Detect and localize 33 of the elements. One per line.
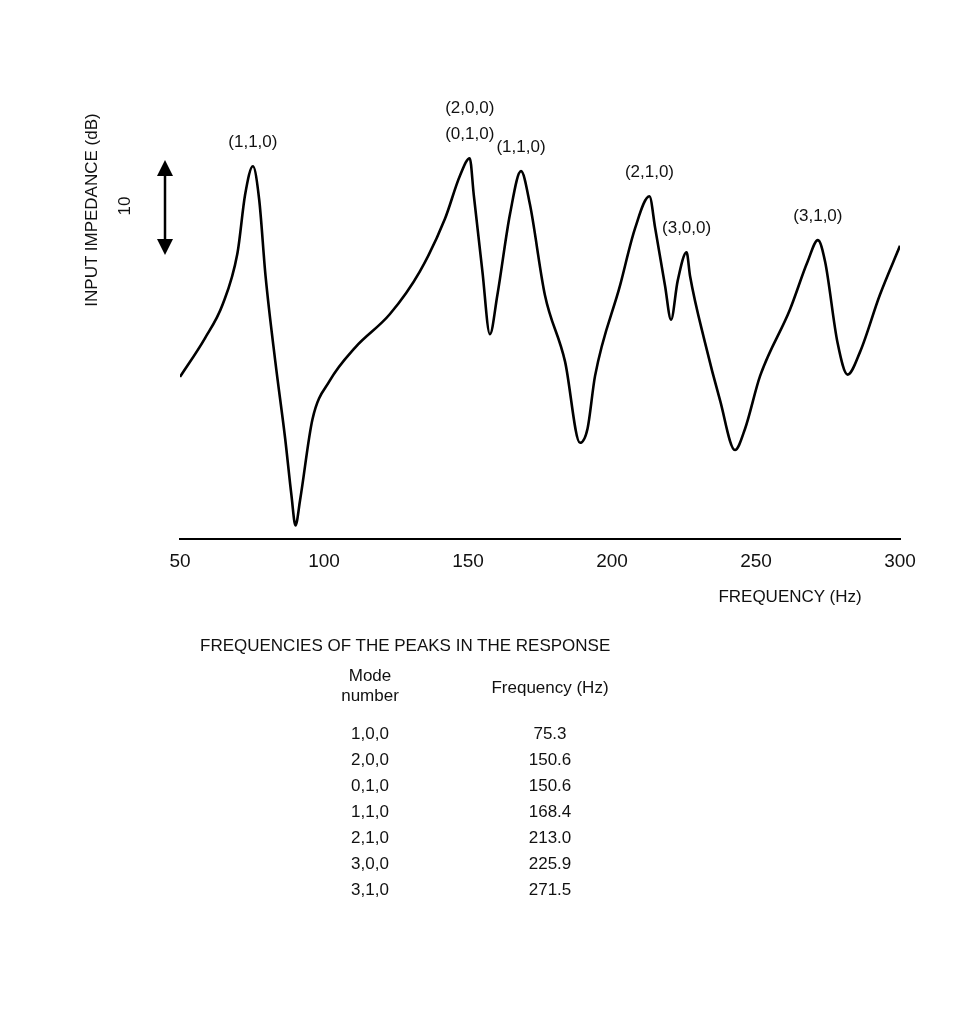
x-tick-label: 250 bbox=[740, 549, 772, 571]
text: 10 bbox=[115, 196, 136, 216]
text: 3,1,0 bbox=[350, 880, 390, 900]
text: Frequency (Hz) bbox=[490, 678, 610, 698]
text: 225.9 bbox=[527, 854, 573, 874]
x-tick-label: 100 bbox=[308, 549, 340, 571]
text: 150.6 bbox=[527, 776, 573, 796]
text: 0,1,0 bbox=[350, 776, 390, 796]
y-axis-title: INPUT IMPEDANCE (dB) bbox=[81, 113, 101, 307]
annotation: (2,1,0) bbox=[624, 161, 675, 181]
x-tick-label: 200 bbox=[596, 549, 628, 571]
text: 150.6 bbox=[527, 750, 573, 770]
text: 3,0,0 bbox=[350, 854, 390, 874]
text: 75.3 bbox=[532, 724, 568, 744]
annotation: (0,1,0) bbox=[445, 123, 495, 143]
text: 271.5 bbox=[527, 880, 573, 900]
text: 213.0 bbox=[527, 828, 573, 848]
text: 2,1,0 bbox=[350, 828, 390, 848]
annotation: (3,1,0) bbox=[793, 205, 843, 225]
annotation: (2,0,0) bbox=[445, 97, 495, 117]
annotation: (1,1,0) bbox=[228, 131, 278, 151]
text: 1,1,0 bbox=[350, 802, 390, 822]
text: 168.4 bbox=[527, 802, 573, 822]
text: Mode number bbox=[340, 666, 400, 706]
x-tick-label: 50 bbox=[169, 549, 191, 571]
annotation: (1,1,0) bbox=[496, 136, 546, 156]
x-axis-title: FREQUENCY (Hz) bbox=[718, 586, 862, 606]
x-tick-label: 300 bbox=[884, 549, 916, 571]
text: FREQUENCIES OF THE PEAKS IN THE RESPONSE bbox=[200, 636, 611, 656]
text: 1,0,0 bbox=[350, 724, 390, 744]
text: 2,0,0 bbox=[350, 750, 390, 770]
x-tick-label: 150 bbox=[452, 549, 484, 571]
annotation: (3,0,0) bbox=[662, 217, 712, 237]
